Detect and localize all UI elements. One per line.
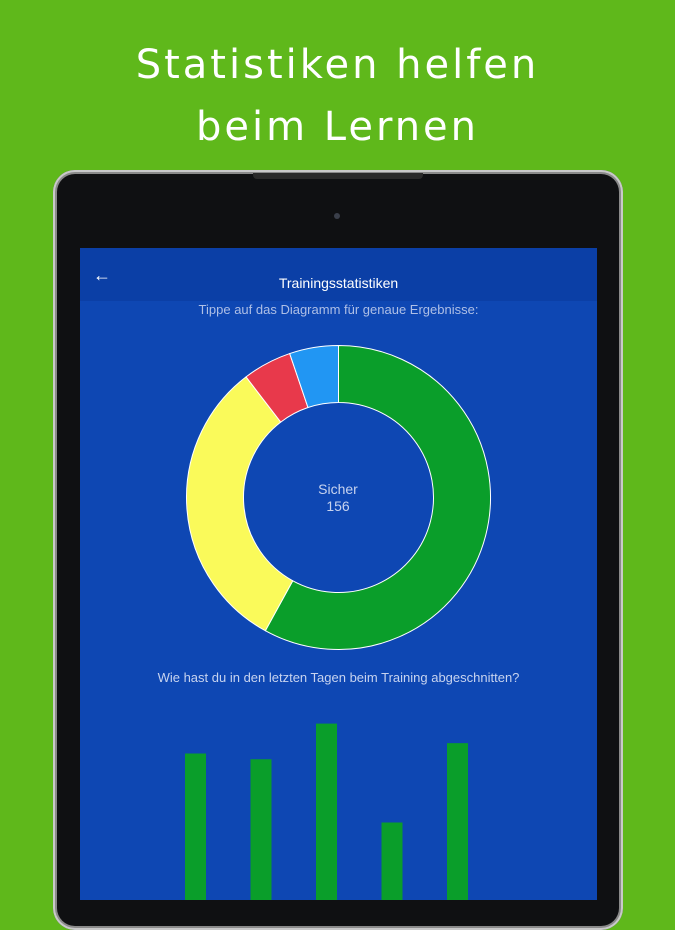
camera-icon [334, 213, 340, 219]
training-bar-2[interactable] [250, 759, 272, 900]
donut-slice-2[interactable] [186, 376, 294, 632]
page-title: Trainingsstatistiken [278, 275, 399, 291]
tablet-notch [253, 173, 423, 179]
headline-line-2: beim Lernen [195, 104, 480, 150]
training-bar-1[interactable] [185, 753, 206, 901]
app-screen: Trainingsstatistiken ← Tippe auf das Dia… [80, 248, 597, 900]
training-question: Wie hast du in den letzten Tagen beim Tr… [157, 670, 520, 685]
daily-training-bar-chart[interactable] [80, 698, 597, 900]
donut-slice-1[interactable] [264, 344, 491, 650]
arrow-back-icon[interactable]: ← [93, 265, 111, 285]
headline-line-1: Statistiken helfen [135, 42, 540, 88]
training-donut-chart[interactable] [185, 344, 492, 651]
app-bar: Trainingsstatistiken ← [80, 248, 597, 301]
donut-center-category: Sicher [318, 481, 358, 497]
donut-center-label: Sicher 156 [268, 481, 408, 515]
training-bar-3[interactable] [316, 723, 337, 900]
donut-center-value: 156 [326, 498, 350, 514]
promo-headline: Statistiken helfen beim Lernen [0, 34, 675, 158]
training-bar-4[interactable] [381, 822, 403, 901]
chart-hint: Tippe auf das Diagramm für genaue Ergebn… [198, 302, 479, 317]
training-bar-5[interactable] [447, 743, 468, 900]
donut-slice-4[interactable] [289, 344, 339, 409]
